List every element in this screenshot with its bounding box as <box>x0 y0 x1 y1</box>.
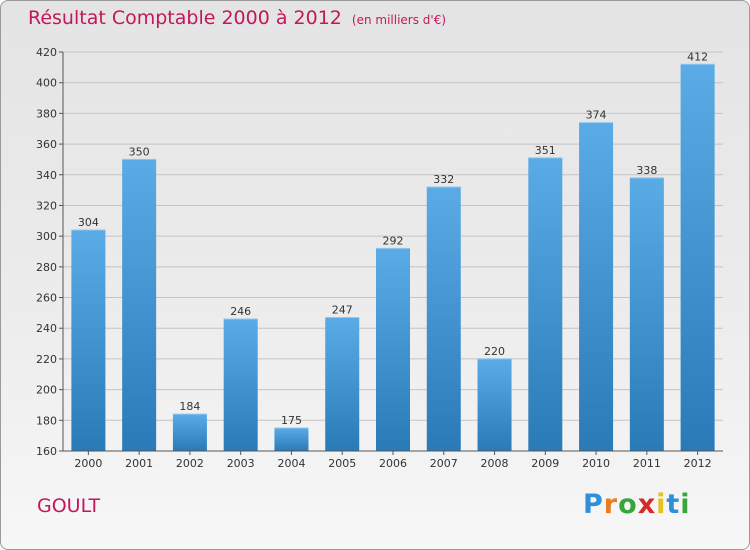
bar <box>325 317 360 451</box>
y-tick-label: 420 <box>36 46 57 59</box>
logo-letter: i <box>656 489 667 520</box>
chart-unit: (en milliers d'€) <box>351 13 447 27</box>
commune-name: GOULT <box>37 495 101 517</box>
data-label: 292 <box>383 234 404 247</box>
y-tick-label: 400 <box>36 77 57 90</box>
data-label: 304 <box>78 216 99 229</box>
y-tick-label: 260 <box>36 292 57 305</box>
y-tick-label: 160 <box>36 445 57 458</box>
data-label: 412 <box>687 50 708 63</box>
x-tick-label: 2006 <box>379 457 407 470</box>
bar <box>122 159 157 451</box>
bar <box>223 319 258 451</box>
bar <box>172 414 207 451</box>
data-label: 246 <box>230 305 251 318</box>
y-tick-label: 280 <box>36 261 57 274</box>
logo-letter: i <box>680 489 691 520</box>
chart-title: Résultat Comptable 2000 à 2012 (en millie… <box>28 7 446 29</box>
y-tick-label: 240 <box>36 322 57 335</box>
bar <box>376 248 410 451</box>
chart-title-text: Résultat Comptable 2000 à 2012 <box>28 7 342 29</box>
proxiti-logo: Proxiti <box>583 489 691 520</box>
x-tick-label: 2003 <box>227 457 255 470</box>
data-label: 220 <box>484 345 505 358</box>
bar <box>71 230 106 451</box>
x-tick-label: 2002 <box>176 457 204 470</box>
x-tick-label: 2008 <box>481 457 509 470</box>
y-tick-label: 340 <box>36 169 57 182</box>
data-label: 350 <box>129 145 150 158</box>
y-tick-label: 320 <box>36 199 57 212</box>
x-tick-label: 2009 <box>531 457 559 470</box>
data-label: 175 <box>281 414 302 427</box>
bar <box>528 157 563 451</box>
y-tick-label: 380 <box>36 107 57 120</box>
bar <box>426 187 461 452</box>
axes: 160 180 200 220 240 260 280 300 320 340 360 380 400 4… <box>36 46 723 470</box>
bar <box>680 64 715 452</box>
data-label: 338 <box>636 164 657 177</box>
y-tick-label: 360 <box>36 138 57 151</box>
x-tick-label: 2012 <box>684 457 712 470</box>
bar <box>579 122 614 451</box>
data-label: 332 <box>433 173 454 186</box>
data-label: 184 <box>179 400 200 413</box>
bar <box>629 177 664 452</box>
y-tick-label: 220 <box>36 353 57 366</box>
bar <box>477 358 512 451</box>
logo-letter: o <box>618 489 638 520</box>
logo-letter: t <box>666 489 681 520</box>
bar <box>274 427 309 451</box>
y-tick-label: 300 <box>36 230 57 243</box>
x-tick-label: 2011 <box>633 457 661 470</box>
logo-letter: P <box>583 489 604 520</box>
x-tick-label: 2005 <box>328 457 356 470</box>
x-tick-label: 2010 <box>582 457 610 470</box>
data-label: 247 <box>332 303 353 316</box>
data-label: 351 <box>535 144 556 157</box>
logo-letter: x <box>637 489 657 520</box>
logo-letter: r <box>603 489 619 520</box>
y-tick-label: 200 <box>36 384 57 397</box>
x-tick-label: 2001 <box>125 457 153 470</box>
y-tick-label: 180 <box>36 414 57 427</box>
x-tick-label: 2004 <box>277 457 305 470</box>
x-tick-label: 2000 <box>74 457 102 470</box>
data-label: 374 <box>586 109 607 122</box>
x-tick-label: 2007 <box>430 457 458 470</box>
bars: 304 350 184 246 175 247 292 332 220 351 374 338 412 <box>71 50 715 452</box>
